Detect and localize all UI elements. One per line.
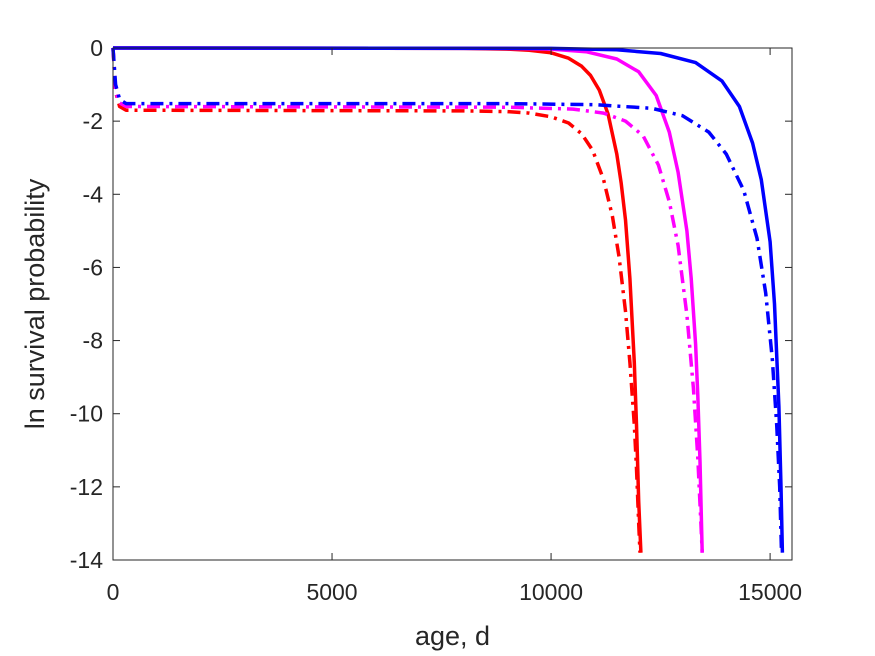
x-tick-label: 5000 xyxy=(306,579,357,605)
y-tick-label: -14 xyxy=(70,547,103,573)
y-tick-label: -12 xyxy=(70,474,103,500)
series-line xyxy=(111,47,784,553)
plot-background xyxy=(113,48,792,560)
x-tick-label: 0 xyxy=(107,579,120,605)
series-line xyxy=(112,46,785,553)
y-tick-label: -4 xyxy=(83,181,104,207)
series-line xyxy=(111,47,704,553)
y-tick-label: -6 xyxy=(83,254,103,280)
y-tick-label: -2 xyxy=(83,108,103,134)
series-layer xyxy=(111,46,785,553)
plot-frame xyxy=(112,47,793,561)
y-tick-label: -10 xyxy=(70,401,103,427)
tick-layer: 0 5000 10000 15000 0 -2 -4 -6 -8 -10 -12 -14 xyxy=(70,35,802,605)
x-axis-label: age, d xyxy=(415,621,490,651)
series-line xyxy=(111,47,642,553)
x-tick-label: 10000 xyxy=(519,579,583,605)
y-tick-label: -8 xyxy=(83,328,103,354)
y-axis-label: ln survival probability xyxy=(20,178,50,429)
y-tick-label: 0 xyxy=(90,35,103,61)
x-tick-label: 15000 xyxy=(738,579,802,605)
